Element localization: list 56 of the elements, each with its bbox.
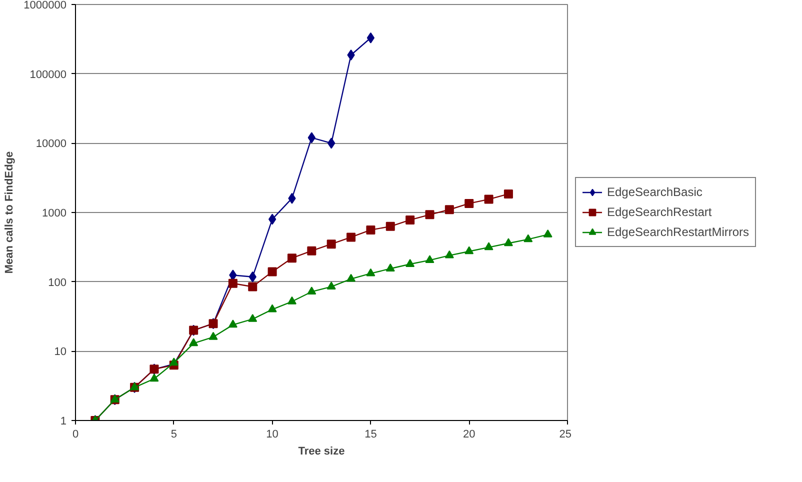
x-axis-title: Tree size [298, 446, 345, 458]
point [464, 198, 474, 208]
point [326, 240, 336, 249]
point [504, 238, 513, 246]
point [248, 314, 258, 322]
point [406, 259, 415, 267]
point [543, 229, 552, 238]
point [268, 304, 277, 312]
y-tick-label: 100000 [30, 68, 67, 81]
x-tick-label: 0 [72, 428, 79, 440]
point [326, 282, 336, 290]
point [484, 242, 494, 250]
point [287, 254, 296, 263]
y-tick-label: 100 [48, 276, 67, 289]
point [169, 358, 178, 366]
point [504, 189, 513, 198]
x-tick-label: 20 [462, 428, 476, 440]
x-tick-label: 5 [170, 428, 177, 440]
point [228, 278, 238, 288]
y-axis-title: Mean calls to FindEdge [4, 151, 16, 274]
legend-label: EdgeSearchBasic [607, 184, 702, 200]
point [406, 215, 415, 224]
y-tick-label: 1000000 [24, 0, 67, 12]
point [366, 268, 376, 276]
point [464, 246, 474, 254]
point [346, 232, 356, 242]
point [228, 320, 238, 328]
point [386, 222, 395, 231]
x-tick-label: 10 [266, 428, 278, 440]
y-tick-label: 10 [54, 346, 67, 358]
point [346, 274, 356, 282]
x-tick-label: 15 [364, 428, 377, 440]
point [268, 267, 277, 276]
point [208, 332, 218, 340]
x-tick-label: 25 [559, 428, 572, 440]
point [287, 296, 296, 304]
point [366, 32, 375, 44]
point [484, 194, 494, 204]
legend-label: EdgeSearchRestart [607, 204, 712, 220]
point [150, 374, 159, 382]
point [268, 214, 276, 225]
point [248, 282, 258, 292]
point [425, 210, 434, 220]
point [307, 286, 316, 295]
point [524, 234, 533, 242]
point [444, 205, 454, 214]
point [189, 338, 198, 346]
point [444, 250, 454, 258]
point [386, 264, 395, 272]
legend-label: EdgeSearchRestartMirrors [607, 224, 750, 240]
y-tick-label: 1 [60, 416, 67, 428]
point [366, 225, 376, 234]
point [307, 246, 316, 256]
y-tick-label: 10000 [36, 138, 67, 150]
y-tick-label: 1000 [42, 208, 67, 220]
point [425, 255, 434, 264]
